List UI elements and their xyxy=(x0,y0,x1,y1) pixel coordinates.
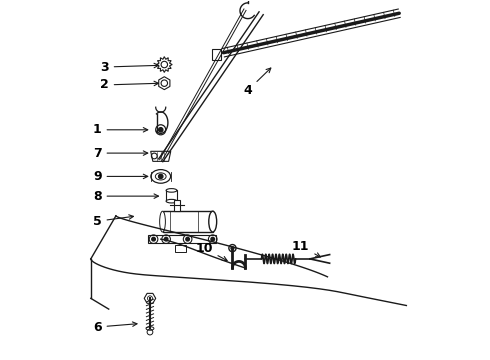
FancyBboxPatch shape xyxy=(148,235,216,243)
Text: 9: 9 xyxy=(93,170,148,183)
Circle shape xyxy=(211,237,215,241)
FancyBboxPatch shape xyxy=(175,244,186,252)
Text: 7: 7 xyxy=(93,147,148,159)
Circle shape xyxy=(164,237,168,241)
Text: 10: 10 xyxy=(195,242,227,261)
Circle shape xyxy=(159,128,163,132)
Polygon shape xyxy=(156,57,172,72)
FancyBboxPatch shape xyxy=(166,190,177,201)
Circle shape xyxy=(159,174,163,179)
Circle shape xyxy=(231,247,234,249)
FancyBboxPatch shape xyxy=(212,49,221,60)
Polygon shape xyxy=(151,151,171,161)
Text: 5: 5 xyxy=(93,215,133,228)
Text: 11: 11 xyxy=(292,240,320,257)
Circle shape xyxy=(152,237,155,241)
Text: 3: 3 xyxy=(100,60,158,73)
Ellipse shape xyxy=(209,211,217,232)
Polygon shape xyxy=(144,293,156,303)
Ellipse shape xyxy=(160,211,166,232)
Text: 8: 8 xyxy=(93,190,158,203)
Ellipse shape xyxy=(155,173,166,180)
Ellipse shape xyxy=(166,189,177,192)
Ellipse shape xyxy=(146,327,154,330)
FancyBboxPatch shape xyxy=(163,211,213,232)
Ellipse shape xyxy=(151,170,171,183)
Ellipse shape xyxy=(166,199,177,203)
Text: 4: 4 xyxy=(244,68,271,97)
Circle shape xyxy=(186,237,190,241)
Text: 2: 2 xyxy=(100,78,158,91)
Text: 6: 6 xyxy=(93,320,137,333)
FancyBboxPatch shape xyxy=(174,200,180,211)
Polygon shape xyxy=(159,77,170,90)
Text: 1: 1 xyxy=(93,123,148,136)
